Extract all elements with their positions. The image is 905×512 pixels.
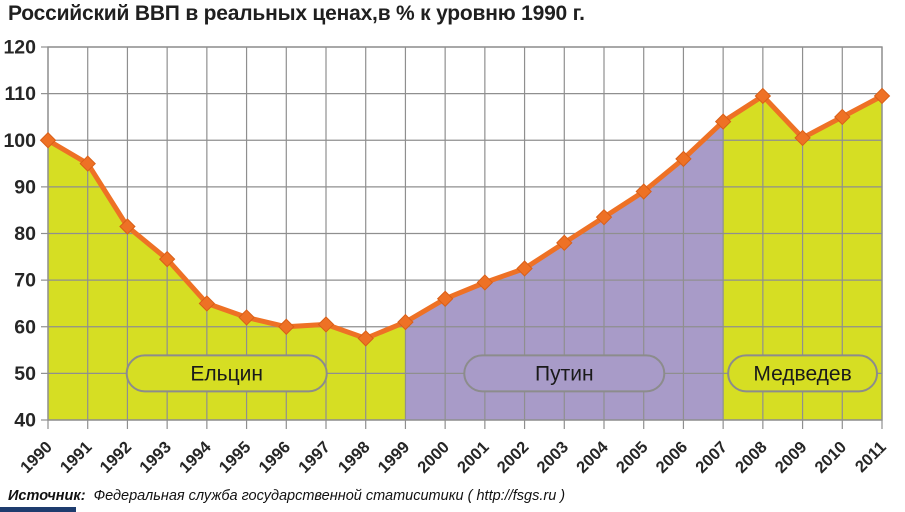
y-axis-label: 90 (14, 176, 36, 198)
y-axis-label: 40 (14, 410, 36, 432)
data-point-marker (198, 295, 216, 312)
x-axis-label: 1993 (136, 438, 175, 477)
y-axis-label: 120 (3, 37, 36, 59)
x-axis-label: 1999 (375, 438, 414, 477)
data-point-marker (158, 250, 176, 268)
x-axis-label: 2005 (613, 438, 652, 477)
region-label-Ельцин: Ельцин (190, 362, 263, 385)
x-axis-label: 1991 (57, 438, 96, 477)
data-point-marker (119, 218, 136, 235)
data-point-marker (278, 318, 295, 335)
plot-border (47, 46, 883, 421)
x-axis-label: 1996 (255, 438, 294, 477)
y-axis-label: 70 (14, 270, 36, 292)
x-axis-label: 1994 (176, 438, 215, 477)
x-axis-label: 2009 (772, 438, 811, 477)
x-axis-label: 2000 (414, 438, 453, 477)
y-axis-label: 80 (14, 223, 36, 245)
x-axis-label: 2006 (653, 438, 692, 477)
x-axis-label: 1992 (97, 438, 136, 477)
source-text: Федеральная служба государственной стати… (93, 488, 566, 504)
gdp-line (45, 93, 885, 341)
data-point-marker (635, 183, 652, 200)
region-label-pill (727, 354, 879, 393)
region-label-pill (125, 354, 328, 393)
data-point-marker (516, 260, 533, 277)
data-point-marker (794, 129, 811, 147)
x-axis-label: 1998 (335, 438, 374, 477)
region-label-Медведев: Медведев (753, 362, 851, 385)
data-point-marker (834, 108, 851, 126)
data-point-marker (754, 87, 772, 105)
x-axis-label: 2007 (692, 438, 731, 477)
data-point-marker (317, 316, 335, 333)
x-axis-label: 2011 (852, 438, 890, 476)
x-axis-label: 1990 (17, 438, 56, 477)
data-point-marker (357, 330, 374, 347)
x-axis-label: 2001 (454, 438, 493, 477)
y-axis-label: 110 (5, 83, 37, 105)
region-label-pill (463, 354, 666, 393)
data-point-marker (595, 208, 613, 226)
data-point-marker (873, 87, 891, 105)
source-label: Источник: (8, 488, 86, 504)
region-label-Путин: Путин (535, 362, 594, 385)
data-point-marker (675, 150, 692, 168)
region-area-Ельцин (48, 140, 406, 421)
source-note: Источник: Федеральная служба государствен… (8, 488, 565, 504)
data-point-marker (436, 290, 454, 307)
data-point-marker (556, 234, 573, 252)
data-point-marker (476, 274, 494, 291)
data-point-marker (714, 113, 732, 130)
y-axis-label: 100 (3, 130, 36, 152)
data-point-marker (397, 313, 414, 331)
x-axis-label: 2010 (811, 438, 850, 477)
y-axis-label: 60 (14, 316, 36, 338)
data-point-marker (79, 155, 96, 172)
bottom-edge-bar (0, 507, 76, 512)
x-axis-label: 1997 (295, 438, 334, 477)
y-axis-label: 50 (14, 363, 36, 385)
data-point-marker (238, 309, 255, 326)
x-axis-label: 1995 (216, 438, 255, 477)
x-axis-label: 2008 (732, 438, 771, 477)
x-axis-label: 2004 (573, 438, 612, 477)
x-axis-label: 2003 (533, 438, 572, 477)
x-axis-label: 2002 (494, 438, 533, 477)
data-point-marker (39, 132, 57, 149)
chart-title: Российский ВВП в реальных ценах,в % к ур… (8, 2, 585, 25)
